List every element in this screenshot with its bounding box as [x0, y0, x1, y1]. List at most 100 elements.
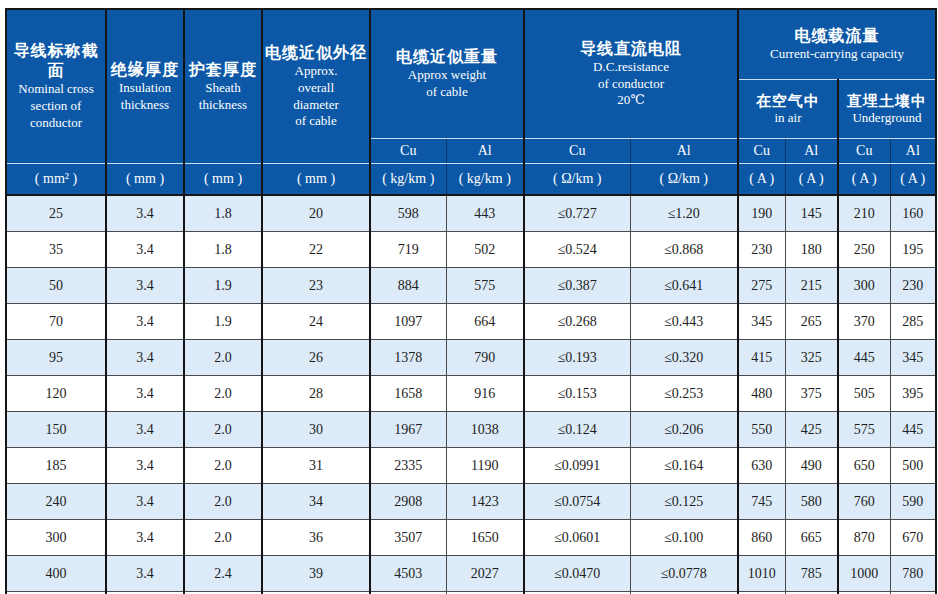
- table-cell: 3.4: [106, 232, 184, 268]
- table-cell: ≤0.727: [524, 195, 630, 232]
- unit-ohm-km: ( Ω/km ): [630, 164, 738, 196]
- table-cell: 400: [6, 556, 106, 592]
- table-cell: ≤0.320: [630, 340, 738, 376]
- table-cell: 3.4: [106, 448, 184, 484]
- table-cell: 1658: [370, 376, 446, 412]
- header-air-cu: Cu: [738, 139, 785, 164]
- table-cell: 719: [370, 232, 446, 268]
- table-cell: 1967: [370, 412, 446, 448]
- table-cell: 210: [838, 195, 890, 232]
- table-cell: ≤0.387: [524, 268, 630, 304]
- table-cell: 3507: [370, 520, 446, 556]
- table-row: 1203.42.0281658916≤0.153≤0.2534803755053…: [6, 376, 936, 412]
- unit-mm2: ( mm² ): [6, 164, 106, 196]
- table-cell: ≤0.0754: [524, 484, 630, 520]
- header-sheath-thickness: 护套厚度 Sheath thickness: [184, 9, 262, 164]
- table-cell: 150: [6, 412, 106, 448]
- header-approx-diameter: 电缆近似外径 Approx. overall diameter of cable: [262, 9, 370, 164]
- header-nominal-cross-section-zh: 导线标称截面: [9, 41, 103, 81]
- table-cell: ≤0.641: [630, 268, 738, 304]
- table-cell: 50: [6, 268, 106, 304]
- table-cell: 665: [785, 520, 838, 556]
- table-cell: 39: [262, 556, 370, 592]
- header-current-capacity-zh: 电缆载流量: [741, 26, 933, 46]
- header-air-al: Al: [785, 139, 838, 164]
- table-cell: 185: [6, 448, 106, 484]
- table-cell: 425: [785, 412, 838, 448]
- table-cell: 95: [6, 340, 106, 376]
- header-in-air-en: in air: [741, 110, 835, 127]
- table-cell: ≤0.125: [630, 484, 738, 520]
- table-cell: 2027: [446, 556, 524, 592]
- table-cell: 265: [785, 304, 838, 340]
- table-cell: 250: [838, 232, 890, 268]
- unit-amp: ( A ): [890, 164, 936, 196]
- table-cell: 500: [890, 448, 936, 484]
- table-cell: 2.4: [184, 556, 262, 592]
- table-cell: 590: [890, 484, 936, 520]
- table-cell: 870: [838, 520, 890, 556]
- table-cell: 2.0: [184, 340, 262, 376]
- header-underground-cu: Cu: [838, 139, 890, 164]
- table-cell: 24: [262, 304, 370, 340]
- table-cell: 26: [262, 340, 370, 376]
- table-cell: ≤0.153: [524, 376, 630, 412]
- table-cell: 230: [890, 268, 936, 304]
- table-row: 4003.42.43945032027≤0.0470≤0.07781010785…: [6, 556, 936, 592]
- header-underground: 直埋土壤中 Underground: [838, 80, 936, 139]
- table-cell: 23: [262, 268, 370, 304]
- header-resistance-al: Al: [630, 139, 738, 164]
- table-header: 导线标称截面 Nominal cross section of conducto…: [6, 9, 936, 195]
- table-cell: 650: [838, 448, 890, 484]
- table-cell: 3.4: [106, 520, 184, 556]
- table-cell: 860: [738, 520, 785, 556]
- table-cell: 195: [890, 232, 936, 268]
- table-cell: 230: [738, 232, 785, 268]
- table-cell: 3.4: [106, 268, 184, 304]
- table-cell: 916: [446, 376, 524, 412]
- unit-mm: ( mm ): [262, 164, 370, 196]
- table-row: 703.41.9241097664≤0.268≤0.44334526537028…: [6, 304, 936, 340]
- header-weight-cu: Cu: [370, 139, 446, 164]
- table-cell: 1000: [838, 556, 890, 592]
- table-cell: 1190: [446, 448, 524, 484]
- table-row: 953.42.0261378790≤0.193≤0.32041532544534…: [6, 340, 936, 376]
- header-underground-en: Underground: [841, 110, 933, 127]
- cable-spec-table: 导线标称截面 Nominal cross section of conducto…: [5, 8, 937, 594]
- table-cell: 275: [738, 268, 785, 304]
- table-cell: 760: [838, 484, 890, 520]
- table-cell: 415: [738, 340, 785, 376]
- table-cell: ≤0.0601: [524, 520, 630, 556]
- table-cell: 443: [446, 195, 524, 232]
- header-current-capacity-en: Current-carrying capacity: [741, 46, 933, 63]
- table-cell: 3.4: [106, 556, 184, 592]
- table-cell: 480: [738, 376, 785, 412]
- table-cell: 1.8: [184, 232, 262, 268]
- table-row: 2403.42.03429081423≤0.0754≤0.12574558076…: [6, 484, 936, 520]
- table-cell: 190: [738, 195, 785, 232]
- table-cell: 664: [446, 304, 524, 340]
- table-cell: 1423: [446, 484, 524, 520]
- table-cell: 4503: [370, 556, 446, 592]
- table-cell: ≤0.253: [630, 376, 738, 412]
- table-cell: 502: [446, 232, 524, 268]
- header-underground-zh: 直埋土壤中: [841, 92, 933, 110]
- table-cell: ≤0.206: [630, 412, 738, 448]
- table-body: 253.41.820598443≤0.727≤1.201901452101603…: [6, 195, 936, 594]
- table-cell: 550: [738, 412, 785, 448]
- table-cell: 345: [890, 340, 936, 376]
- header-underground-al: Al: [890, 139, 936, 164]
- table-cell: 3.4: [106, 484, 184, 520]
- table-cell: 240: [6, 484, 106, 520]
- table-cell: 35: [6, 232, 106, 268]
- header-insulation-thickness-en: Insulation thickness: [109, 80, 181, 114]
- table-cell: 2.0: [184, 412, 262, 448]
- table-cell: 2.0: [184, 484, 262, 520]
- table-cell: 120: [6, 376, 106, 412]
- table-cell: 2908: [370, 484, 446, 520]
- unit-amp: ( A ): [838, 164, 890, 196]
- table-cell: 2.0: [184, 376, 262, 412]
- table-cell: 575: [446, 268, 524, 304]
- table-cell: ≤1.20: [630, 195, 738, 232]
- table-row: 253.41.820598443≤0.727≤1.20190145210160: [6, 195, 936, 232]
